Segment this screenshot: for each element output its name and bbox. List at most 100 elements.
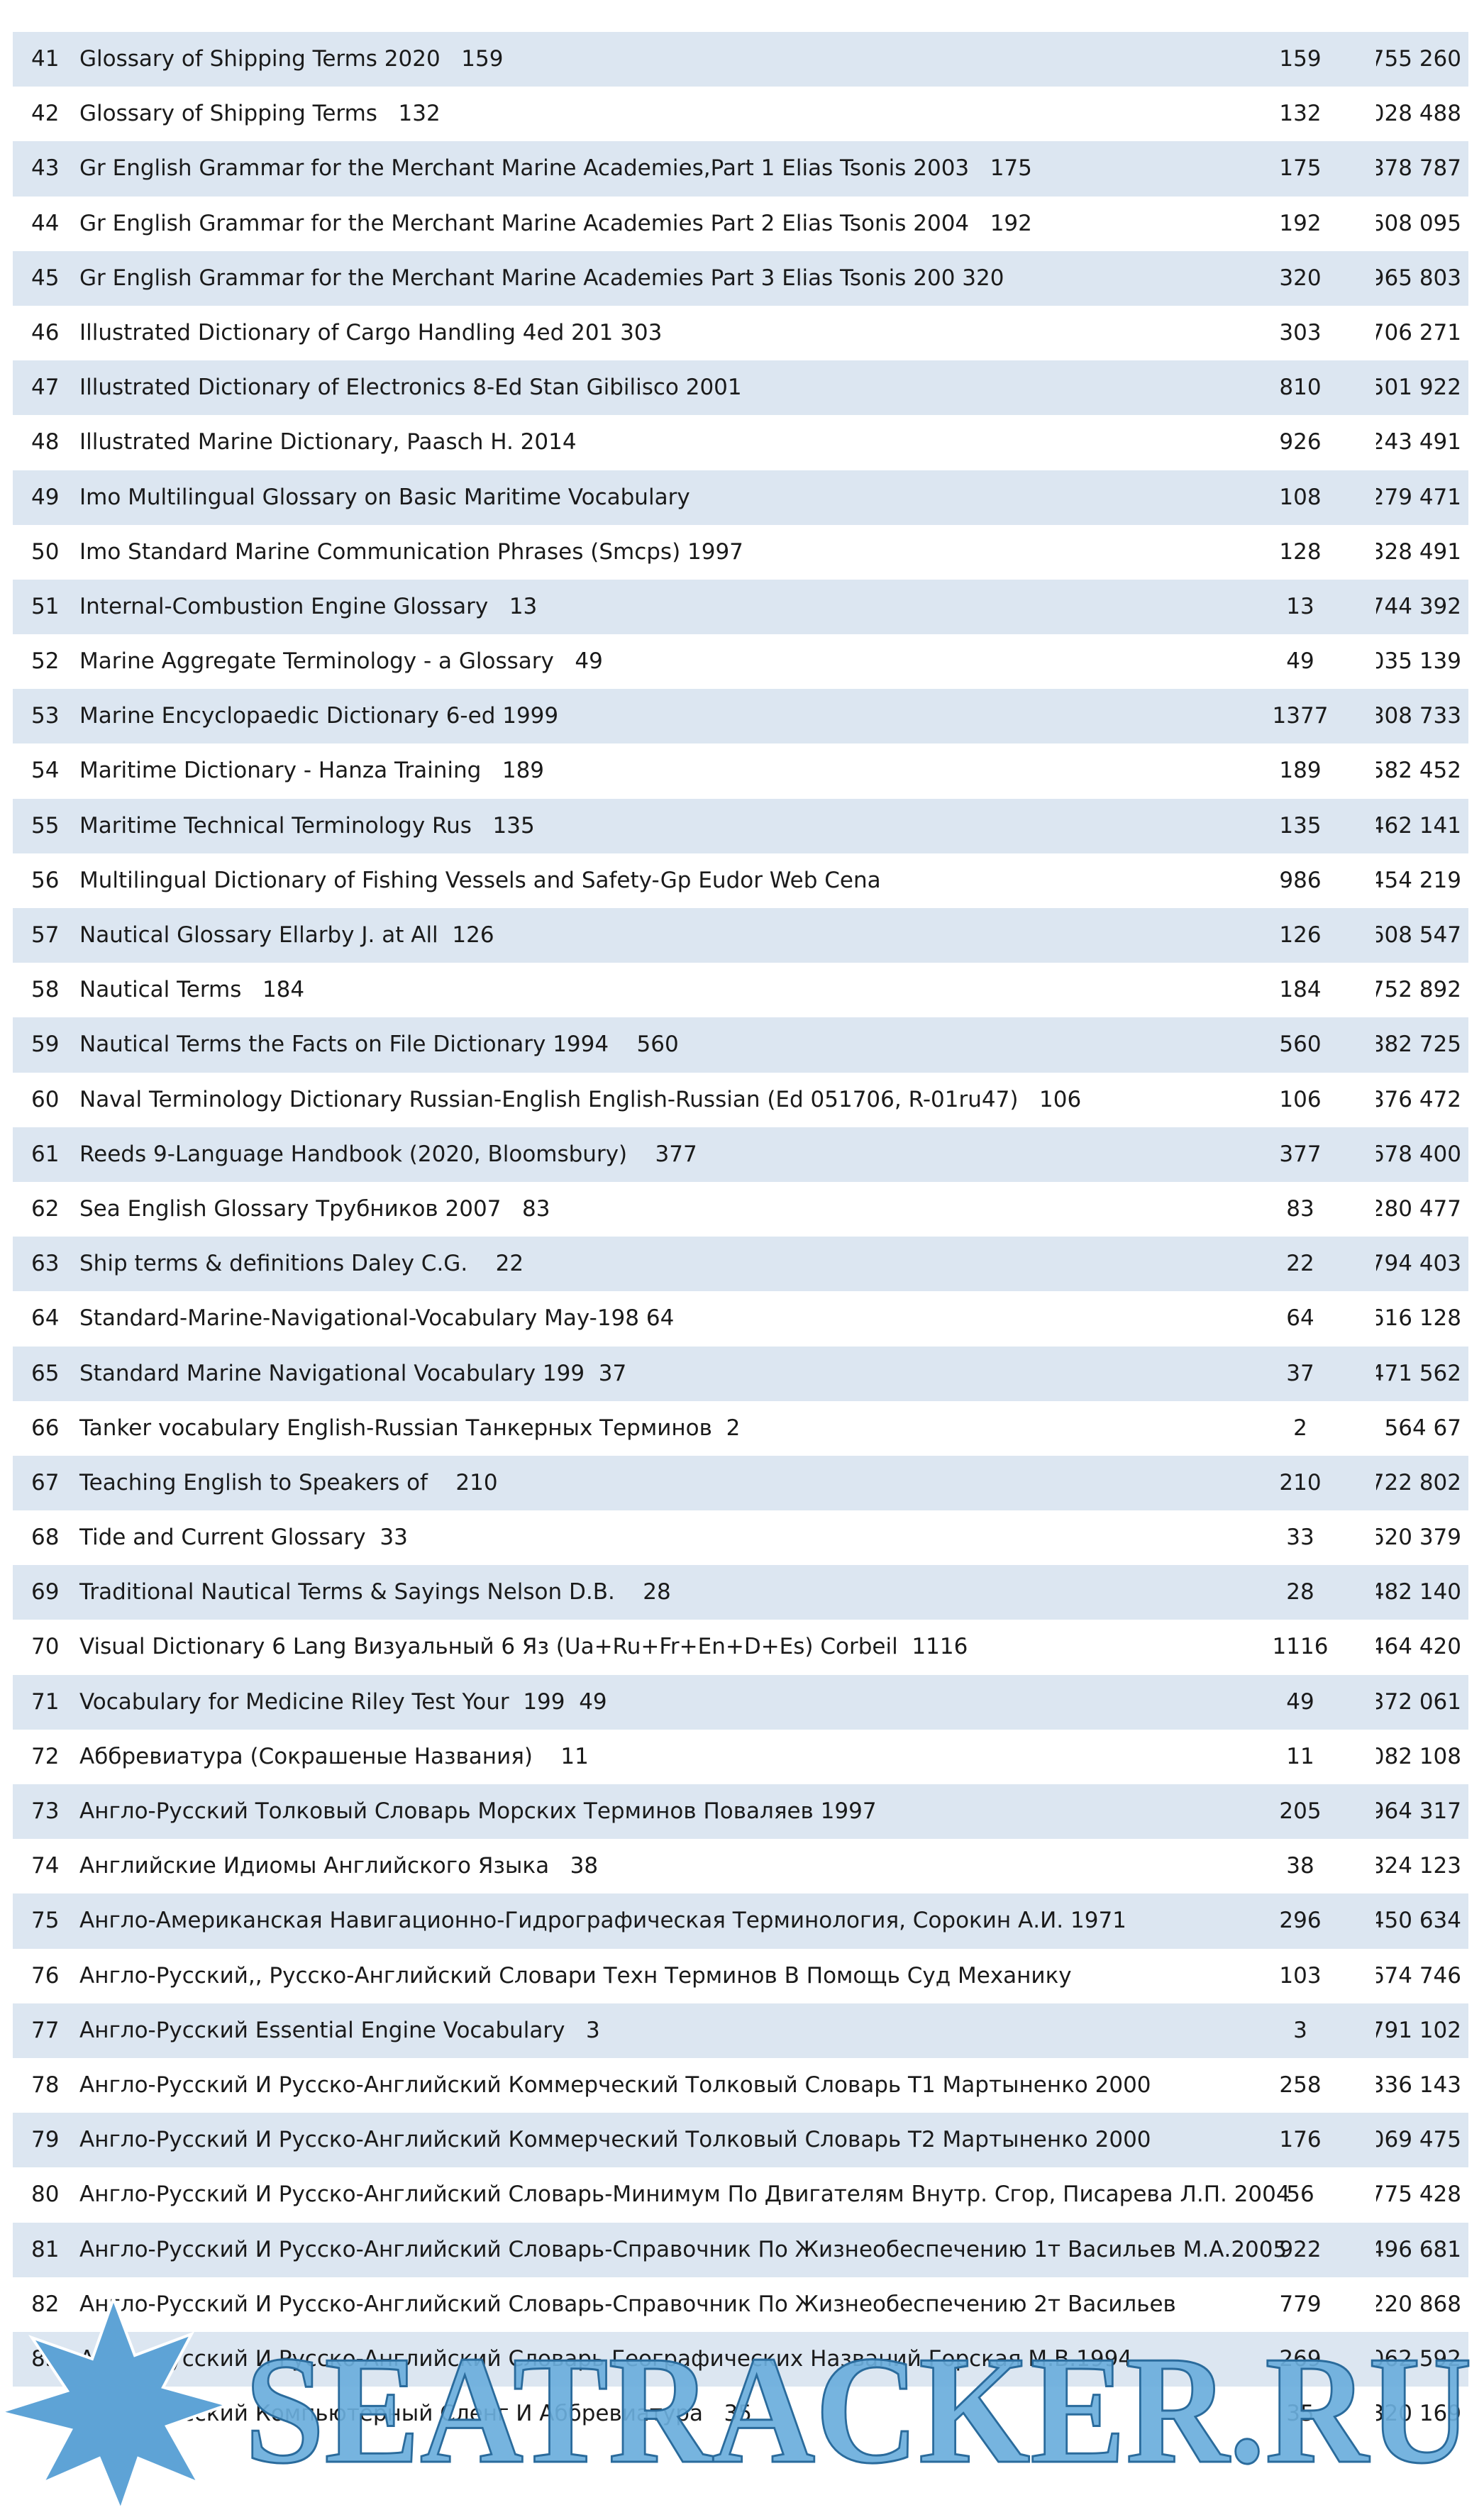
cell-title: Sea English Glossary Трубников 2007 83: [79, 1195, 550, 1222]
cell-title: Англо-Русский И Русско-Английский Словар…: [79, 2182, 1290, 2208]
cell-pages: 13: [1286, 593, 1314, 619]
cell-title: Gr English Grammar for the Merchant Mari…: [79, 210, 1032, 236]
table-row: 45 Gr English Grammar for the Merchant Ma…: [13, 250, 1468, 306]
cell-title: Illustrated Dictionary of Electronics 8-…: [79, 375, 742, 401]
cell-size: 725 882: [1376, 1032, 1461, 1058]
cell-size: 868 220: [1376, 2291, 1461, 2317]
cell-num: 53: [31, 703, 60, 729]
cell-pages: 184: [1279, 977, 1322, 1003]
cell-size: 317 964: [1376, 1798, 1461, 1824]
cell-pages: 1377: [1272, 703, 1329, 729]
table-row: 75 Англо-Американская Навигационно-Гидрог…: [13, 1893, 1468, 1949]
cell-size: 403 794: [1376, 1251, 1461, 1277]
cell-num: 74: [31, 1853, 60, 1879]
cell-size: 547 608: [1376, 922, 1461, 948]
cell-num: 43: [31, 155, 60, 182]
cell-pages: 303: [1279, 319, 1322, 345]
cell-title: Visual Dictionary 6 Lang Визуальный 6 Яз…: [79, 1634, 968, 1660]
cell-title: Англо-Русский Essential Engine Vocabular…: [79, 2017, 600, 2043]
cell-num: 71: [31, 1688, 60, 1715]
table-row: 47 Illustrated Dictionary of Electronics …: [13, 360, 1468, 416]
cell-size: 420 464: [1376, 1634, 1461, 1660]
table-row: 55 Maritime Technical Terminology Rus 135…: [13, 798, 1468, 853]
cell-size: 452 582: [1376, 758, 1461, 784]
cell-num: 49: [31, 484, 60, 510]
table-row: 82 Англо-Русский И Русско-Английский Слов…: [13, 2277, 1468, 2332]
cell-pages: 159: [1279, 46, 1322, 72]
cell-num: 70: [31, 1634, 60, 1660]
table-row: 56 Multilingual Dictionary of Fishing Ves…: [13, 853, 1468, 908]
cell-size: 477 280: [1376, 1195, 1461, 1222]
watermark-layer: SEATRACKER.RU: [0, 2294, 1473, 2510]
cell-pages: 49: [1286, 1688, 1314, 1715]
cell-pages: 11: [1286, 1743, 1314, 1769]
cell-title: Imo Multilingual Glossary on Basic Marit…: [79, 484, 690, 510]
cell-size: 746 674: [1376, 1962, 1461, 1989]
cell-size: 061 372: [1376, 1688, 1461, 1715]
cell-num: 68: [31, 1525, 60, 1551]
cell-size: 141 462: [1376, 812, 1461, 839]
table-row: 58 Nautical Terms 184 184 892 752: [13, 963, 1468, 1017]
cell-size: 491 328: [1376, 538, 1461, 565]
cell-pages: 33: [1286, 1525, 1314, 1551]
table-row: 41 Glossary of Shipping Terms 2020 159 159…: [13, 32, 1468, 87]
table-row: 51 Internal-Combustion Engine Glossary 13…: [13, 579, 1468, 635]
cell-pages: 103: [1279, 1962, 1322, 1989]
cell-title: Illustrated Dictionary of Cargo Handling…: [79, 319, 663, 345]
cell-size: 592 062: [1376, 2345, 1461, 2372]
cell-num: 79: [31, 2127, 60, 2153]
table: 41 Glossary of Shipping Terms 2020 159 159…: [13, 32, 1468, 2441]
cell-size: 108 082: [1376, 1743, 1461, 1769]
cell-num: 80: [31, 2182, 60, 2208]
cell-title: Teaching English to Speakers of 210: [79, 1469, 498, 1496]
cell-title: Traditional Nautical Terms & Sayings Nel…: [79, 1579, 671, 1605]
cell-num: 75: [31, 1908, 60, 1934]
table-row: 81 Англо-Русский И Русско-Английский Слов…: [13, 2222, 1468, 2277]
cell-pages: 205: [1279, 1798, 1322, 1824]
cell-pages: 35: [1286, 2401, 1314, 2427]
table-row: 65 Standard Marine Navigational Vocabular…: [13, 1346, 1468, 1401]
table-row: 66 Tanker vocabulary English-Russian Танк…: [13, 1401, 1468, 1456]
cell-pages: 779: [1279, 2291, 1322, 2317]
table-row: 50 Imo Standard Marine Communication Phra…: [13, 525, 1468, 580]
table-row: 54 Maritime Dictionary - Hanza Training 1…: [13, 743, 1468, 798]
cell-pages: 2: [1293, 1415, 1307, 1441]
table-row: 46 Illustrated Dictionary of Cargo Handli…: [13, 306, 1468, 360]
table-row: 57 Nautical Glossary Ellarby J. at All 12…: [13, 908, 1468, 963]
cell-title: Англо-Американская Навигационно-Гидрогра…: [79, 1908, 1126, 1934]
cell-num: 61: [31, 1141, 60, 1167]
cell-pages: 192: [1279, 210, 1322, 236]
cell-title: Gr English Grammar for the Merchant Mari…: [79, 155, 1032, 182]
cell-size: 787 878: [1376, 155, 1461, 182]
cell-num: 69: [31, 1579, 60, 1605]
cell-num: 78: [31, 2072, 60, 2098]
cell-pages: 106: [1279, 1086, 1322, 1112]
cell-pages: 296: [1279, 1908, 1322, 1934]
cell-pages: 28: [1286, 1579, 1314, 1605]
cell-size: 139 035: [1376, 648, 1461, 675]
cell-pages: 132: [1279, 101, 1322, 127]
cell-size: 123 824: [1376, 1853, 1461, 1879]
cell-num: 41: [31, 46, 60, 72]
cell-num: 72: [31, 1743, 60, 1769]
cell-pages: 22: [1286, 1251, 1314, 1277]
table-row: 79 Англо-Русский И Русско-Английский Комм…: [13, 2113, 1468, 2168]
cell-title: Multilingual Dictionary of Fishing Vesse…: [79, 867, 881, 893]
table-row: 44 Gr English Grammar for the Merchant Ma…: [13, 197, 1468, 251]
cell-size: 379 620: [1376, 1525, 1461, 1551]
cell-num: 45: [31, 265, 60, 291]
cell-title: Vocabulary for Medicine Riley Test Your …: [79, 1688, 607, 1715]
cell-num: 58: [31, 977, 60, 1003]
cell-size: 67 564: [1384, 1415, 1461, 1441]
cell-pages: 189: [1279, 758, 1322, 784]
cell-size: 922 501: [1376, 375, 1461, 401]
cell-title: Standard Marine Navigational Vocabulary …: [79, 1360, 627, 1386]
cell-num: 65: [31, 1360, 60, 1386]
cell-size: 488 028: [1376, 101, 1461, 127]
table-row: 59 Nautical Terms the Facts on File Dicti…: [13, 1017, 1468, 1073]
cell-size: 733 808: [1376, 703, 1461, 729]
table-row: 48 Illustrated Marine Dictionary, Paasch …: [13, 415, 1468, 470]
cell-size: 475 069: [1376, 2127, 1461, 2153]
cell-size: 169 320: [1376, 2401, 1461, 2427]
cell-pages: 135: [1279, 812, 1322, 839]
